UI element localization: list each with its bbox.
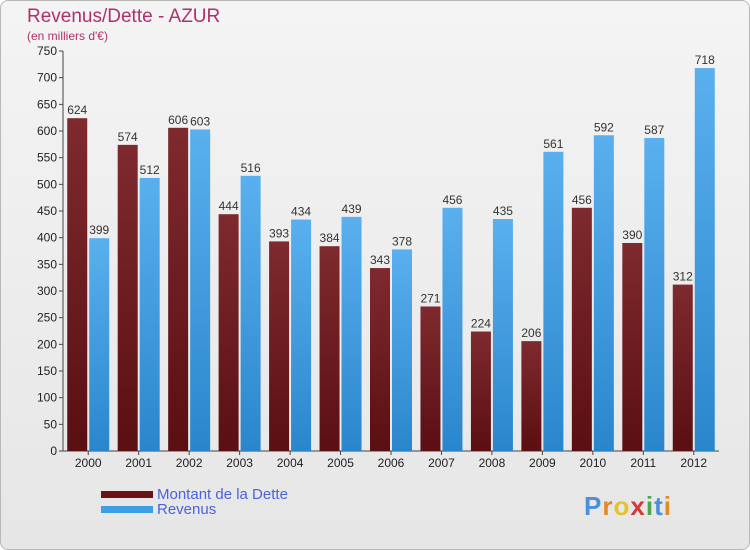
bar-revenus: [644, 137, 665, 451]
data-label-revenus: 434: [291, 205, 311, 219]
x-tick-label: 2003: [226, 456, 253, 470]
bar-dette: [168, 127, 189, 452]
x-tick-label: 2008: [479, 456, 506, 470]
logo-letter: i: [645, 491, 655, 521]
data-label-revenus: 456: [442, 193, 462, 207]
logo-letter: i: [663, 491, 672, 521]
legend-label-dette: Montant de la Dette: [157, 486, 288, 503]
data-label-dette: 393: [269, 226, 289, 240]
x-tick-label: 2012: [680, 456, 707, 470]
data-label-dette: 384: [320, 231, 340, 245]
y-tick-label: 300: [37, 284, 57, 298]
bar-dette: [470, 331, 491, 451]
data-label-dette: 606: [168, 113, 188, 127]
bar-dette: [521, 341, 542, 451]
bar-revenus: [240, 175, 261, 452]
bar-dette: [67, 118, 88, 451]
x-tick-label: 2011: [630, 456, 656, 470]
logo-letter: r: [602, 491, 614, 521]
data-label-revenus: 592: [594, 120, 614, 134]
y-tick-label: 400: [37, 231, 57, 245]
bar-dette: [571, 207, 592, 451]
bar-dette: [672, 284, 693, 451]
bar-revenus: [492, 219, 513, 451]
bar-revenus: [392, 249, 412, 451]
bar-revenus: [694, 68, 715, 452]
data-label-revenus: 512: [140, 163, 160, 177]
logo-letter: t: [654, 491, 664, 521]
x-tick-label: 2009: [529, 456, 556, 470]
y-tick-label: 350: [37, 257, 57, 271]
bar-revenus: [442, 207, 463, 451]
y-tick-label: 100: [37, 391, 57, 405]
y-tick-label: 450: [37, 204, 57, 218]
y-tick-label: 200: [37, 337, 57, 351]
data-label-revenus: 561: [543, 137, 563, 151]
data-label-revenus: 516: [241, 161, 261, 175]
bar-revenus: [543, 151, 564, 452]
legend-label-revenus: Revenus: [157, 501, 217, 518]
data-label-revenus: 718: [695, 53, 715, 67]
data-label-dette: 271: [420, 291, 440, 305]
x-tick-label: 2007: [428, 456, 455, 470]
data-label-revenus: 439: [342, 202, 362, 216]
logo-letter: x: [630, 491, 646, 521]
y-tick-label: 50: [44, 417, 58, 431]
proxiti-logo: Proxiti: [584, 491, 672, 522]
data-label-revenus: 399: [89, 223, 109, 237]
bar-dette: [370, 268, 390, 451]
data-label-dette: 390: [622, 228, 642, 242]
legend-swatch-dette: [101, 491, 153, 498]
y-tick-label: 0: [50, 444, 57, 458]
y-tick-label: 500: [37, 177, 57, 191]
bar-dette: [117, 144, 138, 451]
data-label-revenus: 603: [190, 114, 210, 128]
data-label-dette: 456: [572, 193, 592, 207]
bar-dette: [622, 243, 643, 451]
bar-revenus: [89, 238, 110, 451]
data-label-dette: 343: [370, 253, 390, 267]
y-tick-label: 150: [37, 364, 57, 378]
data-label-revenus: 587: [644, 123, 664, 137]
y-tick-label: 550: [37, 151, 57, 165]
data-label-dette: 224: [471, 317, 491, 331]
bar-dette: [269, 241, 290, 451]
x-tick-label: 2004: [277, 456, 304, 470]
bar-revenus: [291, 219, 312, 451]
data-label-dette: 574: [118, 130, 138, 144]
y-tick-label: 600: [37, 124, 57, 138]
data-label-revenus: 435: [493, 204, 513, 218]
bar-revenus: [593, 135, 614, 451]
x-tick-label: 2001: [125, 456, 152, 470]
data-label-revenus: 378: [392, 234, 412, 248]
logo-letter: P: [584, 491, 603, 521]
chart-title: Revenus/Dette - AZUR: [27, 6, 221, 27]
y-tick-label: 250: [37, 311, 57, 325]
x-tick-label: 2010: [579, 456, 606, 470]
data-label-dette: 312: [673, 270, 693, 284]
legend-swatch-revenus: [101, 506, 153, 513]
chart-subtitle: (en milliers d'€): [27, 29, 108, 43]
y-tick-label: 700: [37, 71, 57, 85]
bar-dette: [420, 306, 441, 451]
bar-revenus: [190, 129, 211, 451]
bar-dette: [218, 214, 239, 451]
data-label-dette: 444: [219, 199, 239, 213]
data-label-dette: 206: [521, 326, 541, 340]
y-tick-label: 650: [37, 97, 57, 111]
bar-revenus: [139, 177, 160, 451]
x-tick-label: 2006: [378, 456, 405, 470]
x-tick-label: 2005: [327, 456, 354, 470]
logo-letter: o: [613, 491, 631, 521]
bar-dette: [319, 246, 340, 451]
bar-revenus: [341, 216, 362, 451]
y-tick-label: 750: [37, 44, 57, 58]
x-tick-label: 2000: [75, 456, 102, 470]
x-tick-label: 2002: [176, 456, 203, 470]
data-label-dette: 624: [67, 103, 87, 117]
